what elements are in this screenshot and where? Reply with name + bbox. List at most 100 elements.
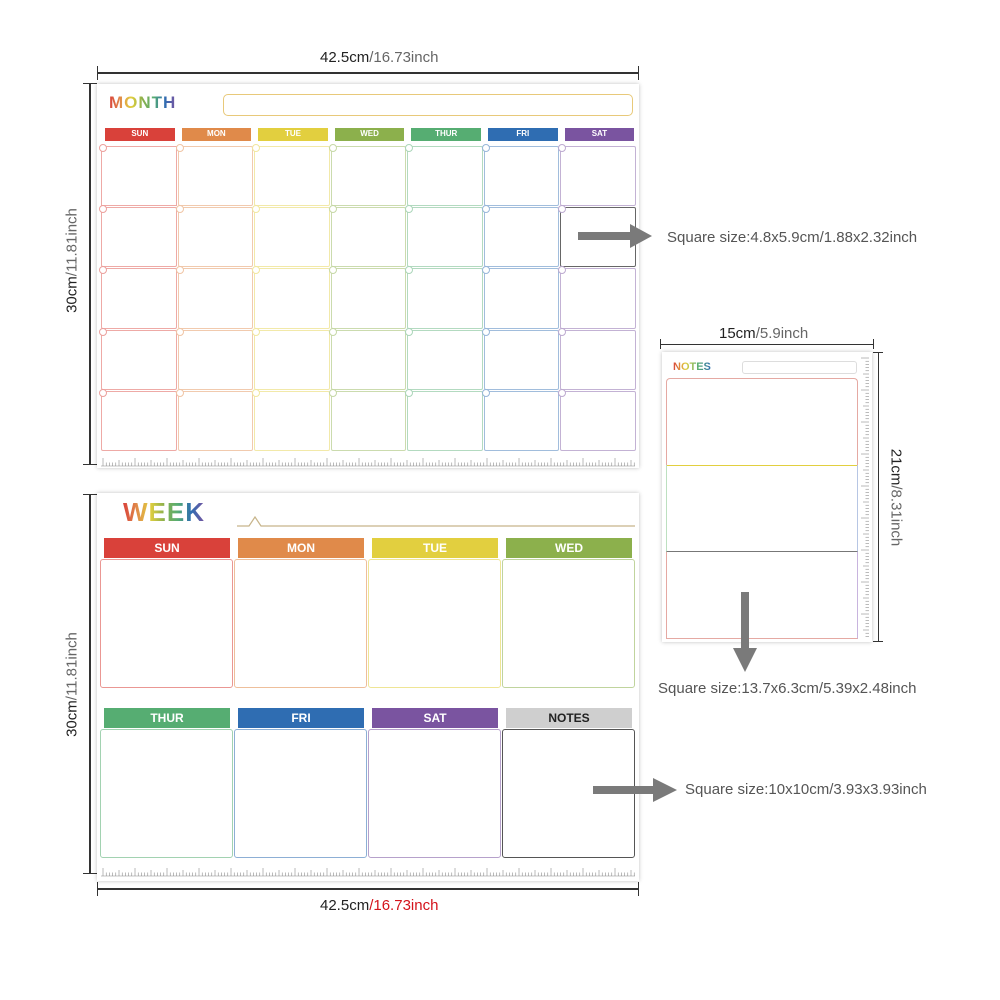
week-width-tick-left [97,882,98,896]
month-cell[interactable] [99,144,177,207]
month-cell[interactable] [328,266,407,329]
month-cell[interactable] [328,205,407,268]
week-height-label: 30cm/11.81inch [64,625,81,745]
week-bottom-grid [100,729,636,859]
month-cell-date-marker [175,144,184,152]
week-height-line [89,494,91,874]
notes-width-tick-right [873,339,874,349]
week-logo: WEEK [123,497,205,528]
notes-ruler [861,357,869,637]
week-width-in: /16.73inch [369,897,439,914]
week-title-underline [237,515,635,527]
notes-title-field[interactable] [742,361,857,374]
notes-height-in: /8.31inch [887,485,905,547]
week-top-cell-wed[interactable] [502,559,635,688]
month-cell-date-marker [481,205,490,214]
month-cell[interactable] [481,144,560,207]
week-ruler [101,868,635,877]
month-cell[interactable] [252,144,330,207]
month-cell-date-marker [405,144,414,152]
month-cell[interactable] [328,144,407,207]
notes-height-cm: 21cm [887,448,905,486]
week-top-cell-sun[interactable] [100,559,233,688]
week-top-cell-tue[interactable] [368,559,501,688]
month-day-thur: THUR [411,128,481,141]
month-cell[interactable] [558,144,636,207]
month-cell-date-marker [328,205,337,214]
week-bottom-cell-thur[interactable] [100,729,233,858]
month-cell[interactable] [405,388,483,451]
week-bottom-cell-sat[interactable] [368,729,501,858]
notes-callout-arrow-icon [733,592,757,672]
month-title-field[interactable] [223,94,633,116]
month-cell[interactable] [175,388,254,451]
month-cell-date-marker [558,266,567,275]
month-cell[interactable] [558,266,636,329]
week-width-label: 42.5cm/16.73inch [320,897,438,914]
month-cell-date-marker [328,327,337,336]
week-top-header: SUN MON TUE WED [97,538,639,558]
notes-board: NOTES [662,352,872,642]
month-cell[interactable] [99,205,177,268]
notes-height-tick-top [873,352,883,353]
week-top-cell-mon[interactable] [234,559,367,688]
month-logo-text: MONTH [109,93,177,112]
month-cell[interactable] [405,144,483,207]
month-cell-date-marker [252,144,261,152]
month-cell[interactable] [405,205,483,268]
month-cell[interactable] [558,388,636,451]
month-cell[interactable] [99,327,177,390]
month-cell[interactable] [405,266,483,329]
month-cell-date-marker [328,266,337,275]
month-cell-date-marker [175,205,184,214]
notes-area-1[interactable] [666,378,858,466]
month-day-tue: TUE [258,128,328,141]
notes-width-line [660,344,874,345]
notes-logo: NOTES [673,361,711,373]
month-cell-date-marker [99,266,107,275]
month-cell[interactable] [252,327,330,390]
week-bottom-cell-fri[interactable] [234,729,367,858]
month-cell[interactable] [481,388,560,451]
month-cell-date-marker [481,327,490,336]
month-cell[interactable] [175,266,254,329]
month-cell[interactable] [252,266,330,329]
month-cell-date-marker [328,144,337,152]
month-day-header: SUN MON TUE WED THUR FRI SAT [97,128,639,142]
notes-area-2[interactable] [666,465,858,552]
month-cell-date-marker [99,388,107,397]
month-board: MONTH SUN MON TUE WED THUR FRI SAT [97,84,639,468]
month-cell[interactable] [175,205,254,268]
month-cell[interactable] [252,388,330,451]
month-day-mon: MON [181,128,252,141]
month-cell[interactable] [481,205,560,268]
week-day-sun: SUN [104,538,230,558]
month-width-tick-right [638,66,639,80]
month-cell[interactable] [99,266,177,329]
month-cell[interactable] [481,327,560,390]
month-cell[interactable] [175,144,254,207]
notes-height-line [878,352,879,642]
week-board: WEEK SUN MON TUE WED THUR FRI SAT NOTES [97,493,639,881]
month-cell[interactable] [328,388,407,451]
week-height-cm: 30cm [63,700,81,737]
month-cell[interactable] [175,327,254,390]
notes-area-3[interactable] [666,552,858,639]
month-cell[interactable] [328,327,407,390]
month-cell-date-marker [252,266,261,275]
month-cell[interactable] [252,205,330,268]
month-cell[interactable] [405,327,483,390]
month-height-label: 30cm/11.81inch [64,201,81,321]
month-cell[interactable] [481,266,560,329]
month-cell-date-marker [481,144,490,152]
notes-width-label: 15cm/5.9inch [719,325,808,342]
month-cell-date-marker [99,327,107,336]
month-height-tick-bottom [83,464,97,465]
month-grid [99,144,637,452]
week-day-sat: SAT [372,708,498,728]
week-day-fri: FRI [238,708,364,728]
month-cell-date-marker [558,388,567,397]
month-cell[interactable] [558,327,636,390]
month-cell-date-marker [99,144,107,152]
month-cell[interactable] [99,388,177,451]
